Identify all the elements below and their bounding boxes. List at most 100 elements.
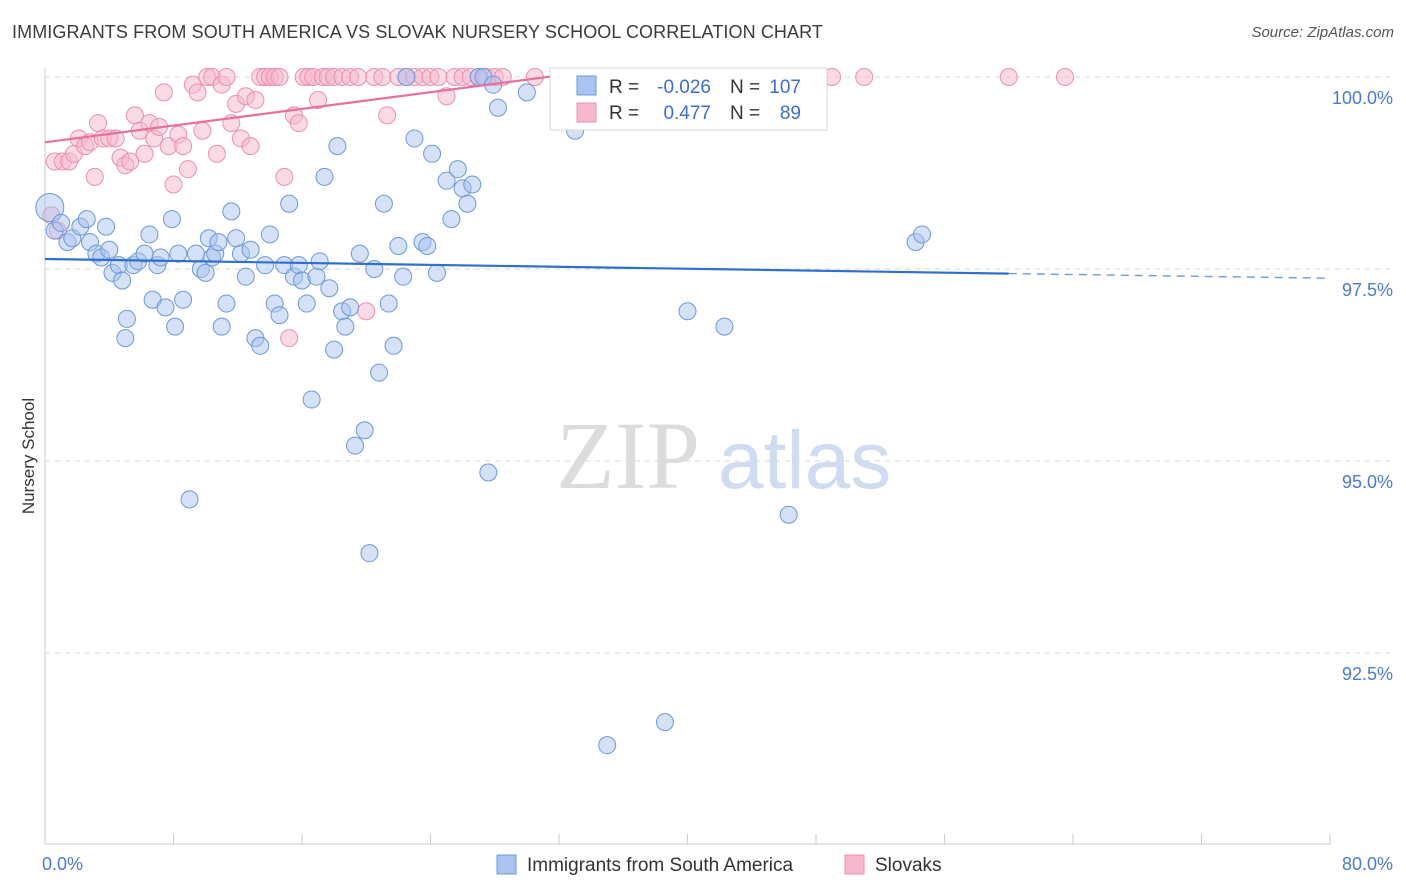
x-tick-label-min: 0.0% xyxy=(42,854,83,874)
south-america-point xyxy=(463,175,482,194)
legend-pink-label: Slovaks xyxy=(875,855,942,876)
south-america-point xyxy=(280,194,299,213)
slovaks-point xyxy=(349,68,368,86)
slovaks-point xyxy=(280,329,299,348)
stats-blue-r-label: R = xyxy=(609,77,639,98)
south-america-point xyxy=(656,713,675,732)
south-america-point xyxy=(251,336,270,355)
south-america-point xyxy=(97,217,116,236)
south-america-point xyxy=(389,236,408,255)
south-america-point xyxy=(116,329,135,348)
south-america-point xyxy=(117,309,136,328)
south-america-point xyxy=(423,144,442,163)
slovaks-point xyxy=(999,68,1018,86)
south-america-point xyxy=(427,263,446,282)
south-america-point xyxy=(678,302,697,321)
south-america-point xyxy=(35,193,65,223)
south-america-point xyxy=(52,213,71,232)
south-america-point xyxy=(180,490,199,509)
south-america-point xyxy=(113,271,132,290)
south-america-point xyxy=(418,236,437,255)
south-america-point xyxy=(325,340,344,359)
stats-pink-n-label: N = xyxy=(730,103,760,124)
legend-blue-label: Immigrants from South America xyxy=(527,855,794,876)
south-america-point xyxy=(479,463,498,482)
south-america-point xyxy=(169,244,188,263)
south-america-point xyxy=(320,279,339,298)
south-america-point xyxy=(437,171,456,190)
slovaks-point xyxy=(357,302,376,321)
slovaks-point xyxy=(89,114,108,133)
watermark: ZIP atlas xyxy=(556,402,891,509)
south-america-point xyxy=(212,317,231,336)
south-america-trend-line xyxy=(44,257,1009,275)
stats-blue-swatch xyxy=(576,75,597,96)
y-tick-label: 92.5% xyxy=(1342,664,1393,684)
slovaks-point xyxy=(241,137,260,156)
grid: 92.5% 95.0% 97.5% 100.0% xyxy=(45,76,1393,684)
south-america-point xyxy=(156,298,175,317)
south-america-point xyxy=(458,194,477,213)
axes: 0.0% 80.0% xyxy=(42,68,1393,874)
slovaks-point xyxy=(188,83,207,102)
south-america-point xyxy=(186,244,205,263)
slovaks-point xyxy=(135,144,154,163)
south-america-point xyxy=(166,317,185,336)
south-america-point xyxy=(350,244,369,263)
south-america-point xyxy=(384,336,403,355)
x-tick-label-max: 80.0% xyxy=(1342,854,1393,874)
south-america-point xyxy=(140,225,159,244)
south-america-point xyxy=(209,233,228,252)
south-america-point xyxy=(302,390,321,409)
chart-title: IMMIGRANTS FROM SOUTH AMERICA VS SLOVAK … xyxy=(12,22,823,42)
slovaks-point xyxy=(246,91,265,110)
stats-blue-r-value: -0.026 xyxy=(657,77,711,98)
slovaks-point xyxy=(174,137,193,156)
south-america-point xyxy=(222,202,241,221)
south-america-point xyxy=(241,240,260,259)
south-america-point xyxy=(341,298,360,317)
stats-blue-n-value: 107 xyxy=(769,77,801,98)
south-america-point xyxy=(227,229,246,248)
south-america-point xyxy=(488,98,507,117)
y-tick-label: 95.0% xyxy=(1342,472,1393,492)
south-america-point xyxy=(598,736,617,755)
stats-pink-n-value: 89 xyxy=(780,103,801,124)
slovaks-point xyxy=(855,68,874,86)
slovaks-point xyxy=(289,114,308,133)
south-america-point xyxy=(394,267,413,286)
slovaks-point xyxy=(429,68,448,86)
south-america-point xyxy=(151,248,170,267)
slovaks-point xyxy=(217,68,236,86)
slovaks-point xyxy=(378,106,397,125)
south-america-point xyxy=(913,225,932,244)
south-america-point xyxy=(779,505,798,524)
slovaks-point xyxy=(164,175,183,194)
south-america-point xyxy=(715,317,734,336)
slovaks-point xyxy=(373,68,392,86)
stats-pink-r-label: R = xyxy=(609,103,639,124)
slovaks-point xyxy=(178,160,197,179)
stats-box: R = -0.026 N = 107 R = 0.477 N = 89 xyxy=(549,67,828,131)
trend-lines xyxy=(44,74,1331,279)
south-america-point xyxy=(270,306,289,325)
south-america-point xyxy=(328,137,347,156)
south-america-point xyxy=(397,68,416,86)
south-america-point xyxy=(162,210,181,229)
south-america-point xyxy=(336,317,355,336)
watermark-zip: ZIP xyxy=(556,402,700,509)
slovaks-point xyxy=(1055,68,1074,86)
watermark-atlas: atlas xyxy=(718,415,891,506)
legend: Immigrants from South America Slovaks xyxy=(496,854,942,876)
legend-pink-swatch xyxy=(844,854,865,875)
south-america-point xyxy=(236,267,255,286)
slovaks-point xyxy=(121,152,140,171)
slovaks-point xyxy=(275,167,294,186)
south-america-point xyxy=(360,544,379,563)
slovaks-point xyxy=(85,167,104,186)
south-america-point xyxy=(289,256,308,275)
slovaks-point xyxy=(270,68,289,86)
south-america-point xyxy=(374,194,393,213)
y-axis-title: Nursery School xyxy=(19,398,38,514)
south-america-point xyxy=(256,256,275,275)
